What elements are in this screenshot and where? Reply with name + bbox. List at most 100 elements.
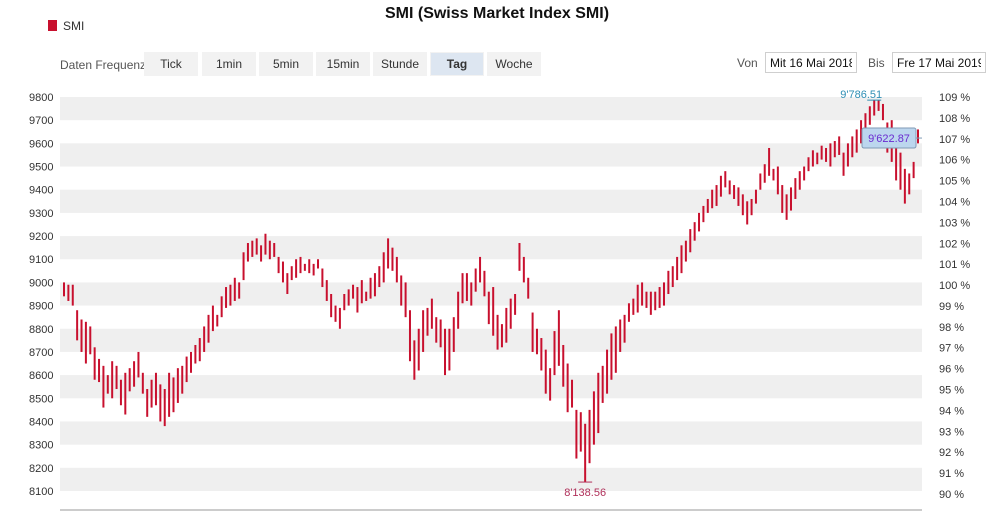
ohlc-bar — [378, 266, 381, 288]
y-tick-label: 8800 — [29, 324, 53, 336]
legend[interactable]: SMI — [48, 19, 84, 33]
ohlc-bar — [671, 266, 674, 288]
ohlc-bar — [281, 261, 284, 283]
grid-band — [60, 97, 922, 121]
ohlc-bar — [211, 305, 214, 332]
ohlc-bar — [754, 189, 757, 204]
ohlc-bar — [851, 136, 854, 158]
ohlc-bar — [216, 314, 219, 327]
ohlc-bar — [627, 303, 630, 322]
ohlc-bar — [268, 240, 271, 260]
ohlc-bar — [479, 256, 482, 283]
ohlc-bar — [584, 423, 587, 483]
y2-tick-label: 102 % — [939, 238, 970, 250]
ohlc-bar — [89, 326, 92, 355]
ohlc-bar — [229, 284, 232, 306]
freq-button-15min[interactable]: 15min — [316, 52, 370, 76]
ohlc-bar — [763, 164, 766, 183]
ohlc-bar — [855, 129, 858, 153]
ohlc-bar — [242, 252, 245, 281]
ohlc-bar — [159, 384, 162, 422]
freq-button-tag[interactable]: Tag — [430, 52, 484, 76]
ohlc-bar — [641, 282, 644, 306]
ohlc-bar — [575, 409, 578, 459]
ohlc-bar — [220, 296, 223, 318]
freq-button-5min[interactable]: 5min — [259, 52, 313, 76]
ohlc-bar — [505, 307, 508, 343]
ohlc-bar — [527, 277, 530, 299]
ohlc-bar — [124, 372, 127, 415]
from-label: Von — [737, 56, 758, 70]
ohlc-bar — [702, 205, 705, 223]
ohlc-bar — [225, 287, 228, 308]
ohlc-bar — [71, 284, 74, 306]
ohlc-bar — [785, 194, 788, 220]
ohlc-bar — [908, 173, 911, 195]
y-tick-label: 9500 — [29, 162, 53, 174]
ohlc-bar — [255, 238, 258, 255]
ohlc-bar — [404, 282, 407, 318]
ohlc-bar — [514, 294, 517, 315]
ohlc-bar — [141, 372, 144, 394]
ohlc-bar — [430, 298, 433, 329]
y-tick-label: 9800 — [29, 92, 53, 104]
freq-button-1min[interactable]: 1min — [202, 52, 256, 76]
y-tick-label: 9000 — [29, 277, 53, 289]
ohlc-bar — [759, 173, 762, 190]
ohlc-bar — [334, 305, 337, 322]
ohlc-bar — [387, 238, 390, 269]
y2-tick-label: 109 % — [939, 92, 970, 104]
ohlc-bar — [369, 277, 372, 299]
ohlc-bar — [816, 152, 819, 165]
ohlc-bar — [360, 280, 363, 304]
ohlc-bar — [540, 338, 543, 371]
ohlc-bar — [461, 273, 464, 304]
ohlc-bar — [470, 282, 473, 306]
ohlc-bar — [579, 412, 582, 452]
ohlc-bar — [408, 310, 411, 362]
ohlc-bar — [912, 161, 915, 179]
ohlc-bar — [829, 143, 832, 167]
annotations: 9'786.51 8'138.56 9'622.87 — [564, 89, 922, 499]
ohlc-bar — [689, 229, 692, 253]
ohlc-bar — [698, 212, 701, 232]
ohlc-bar — [535, 328, 538, 355]
ohlc-bar — [373, 273, 376, 297]
ohlc-bar — [264, 233, 267, 255]
ohlc-bar — [347, 289, 350, 306]
ohlc-bar — [277, 256, 280, 274]
freq-button-woche[interactable]: Woche — [487, 52, 541, 76]
ohlc-bar — [448, 328, 451, 371]
y2-tick-label: 106 % — [939, 155, 970, 167]
ohlc-bar — [203, 326, 206, 352]
ohlc-bar — [483, 270, 486, 297]
freq-button-tick[interactable]: Tick — [144, 52, 198, 76]
ohlc-bar — [325, 280, 328, 301]
ohlc-bar — [588, 409, 591, 464]
from-date-input[interactable] — [765, 52, 857, 73]
freq-button-stunde[interactable]: Stunde — [373, 52, 427, 76]
grid-band — [60, 328, 922, 352]
ohlc-bar — [111, 361, 114, 399]
y2-tick-label: 108 % — [939, 113, 970, 125]
ohlc-bar — [619, 319, 622, 352]
ohlc-bar — [531, 312, 534, 352]
legend-label: SMI — [63, 19, 85, 33]
ohlc-bar — [610, 333, 613, 380]
ohlc-bar — [352, 284, 355, 299]
y-tick-label: 9700 — [29, 115, 53, 127]
y-tick-label: 8600 — [29, 370, 53, 382]
ohlc-bar — [290, 266, 293, 281]
ohlc-bar — [321, 268, 324, 288]
ohlc-bar — [119, 379, 122, 406]
ohlc-bar — [825, 147, 828, 162]
frequency-label: Daten Frequenz — [60, 58, 147, 72]
to-date-input[interactable] — [892, 52, 986, 73]
ohlc-bar — [846, 143, 849, 167]
y-tick-label: 8200 — [29, 463, 53, 475]
ohlc-bar — [207, 314, 210, 343]
y-tick-label: 8700 — [29, 347, 53, 359]
ohlc-bar — [391, 247, 394, 271]
ohlc-bar — [444, 328, 447, 376]
